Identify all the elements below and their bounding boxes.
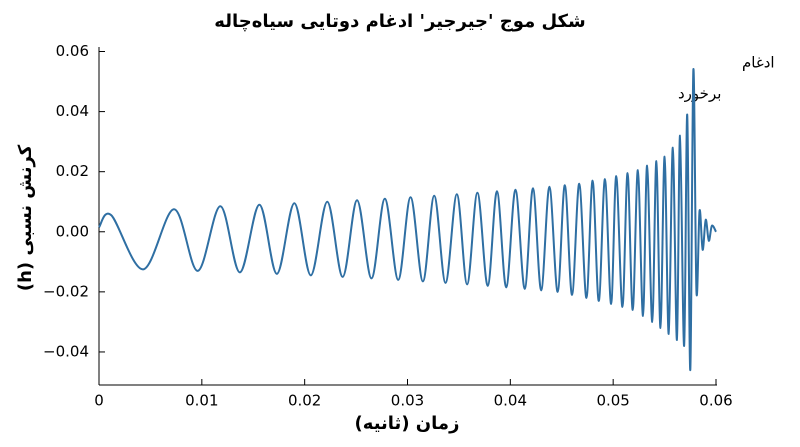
x-tick-label: 0.03 <box>391 392 424 410</box>
x-tick-label: 0.04 <box>494 392 527 410</box>
x-tick-label: 0.05 <box>596 392 629 410</box>
y-tick-label: 0.02 <box>56 162 89 180</box>
x-axis-label: زمان (ثانیه) <box>355 413 460 434</box>
annotation: ادغام <box>742 54 775 72</box>
x-tick-label: 0.01 <box>185 392 218 410</box>
y-tick-label: 0.06 <box>56 42 89 60</box>
waveform-line <box>98 68 717 371</box>
x-tick-label: 0.06 <box>699 392 732 410</box>
y-tick-label: −0.04 <box>43 342 89 360</box>
y-axis-label: کرنش نسبی (h) <box>15 144 36 291</box>
annotation: برخورد <box>678 85 721 103</box>
x-tick-label: 0 <box>94 392 104 410</box>
y-tick-label: −0.02 <box>43 282 89 300</box>
x-tick-label: 0.02 <box>288 392 321 410</box>
y-tick-label: 0.00 <box>56 222 89 240</box>
chart-title: شکل موج 'جیرجیر' ادغام دوتایی سیاه‌چاله <box>214 11 585 32</box>
y-tick-label: 0.04 <box>56 102 89 120</box>
